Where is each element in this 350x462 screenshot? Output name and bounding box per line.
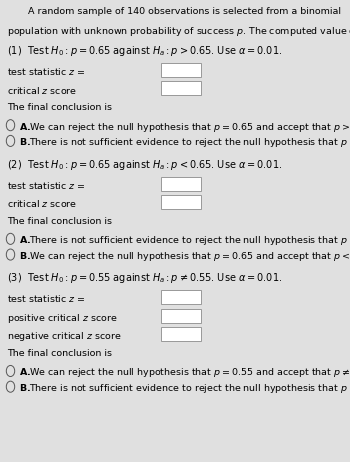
Text: We can reject the null hypothesis that $p = 0.65$ and accept that $p > 0.65$.: We can reject the null hypothesis that $… [29, 121, 350, 134]
Text: (1)  Test $H_0 : p = 0.65$ against $H_a : p > 0.65$. Use $\alpha = 0.01$.: (1) Test $H_0 : p = 0.65$ against $H_a :… [7, 44, 282, 58]
Text: $\mathbf{A.}$: $\mathbf{A.}$ [19, 234, 32, 245]
Text: The final conclusion is: The final conclusion is [7, 349, 112, 358]
Text: We can reject the null hypothesis that $p = 0.55$ and accept that $p \neq 0.55$.: We can reject the null hypothesis that $… [29, 366, 350, 379]
Circle shape [6, 365, 15, 377]
Text: test statistic $z$ =: test statistic $z$ = [7, 293, 86, 304]
FancyBboxPatch shape [161, 63, 201, 77]
Text: population with unknown probability of success $p$. The computed value of $\hat{: population with unknown probability of s… [7, 24, 350, 39]
Text: A random sample of 140 observations is selected from a binomial: A random sample of 140 observations is s… [28, 7, 341, 16]
Text: $\mathbf{B.}$: $\mathbf{B.}$ [19, 136, 31, 147]
Text: (3)  Test $H_0 : p = 0.55$ against $H_a : p \neq 0.55$. Use $\alpha = 0.01$.: (3) Test $H_0 : p = 0.55$ against $H_a :… [7, 271, 282, 285]
Text: $\mathbf{B.}$: $\mathbf{B.}$ [19, 382, 31, 393]
Text: The final conclusion is: The final conclusion is [7, 103, 112, 112]
Circle shape [6, 120, 15, 131]
Text: There is not sufficient evidence to reject the null hypothesis that $p = 0.65$.: There is not sufficient evidence to reje… [29, 136, 350, 149]
Circle shape [6, 135, 15, 146]
Text: positive critical $z$ score: positive critical $z$ score [7, 312, 117, 325]
FancyBboxPatch shape [161, 327, 201, 341]
FancyBboxPatch shape [161, 309, 201, 322]
Circle shape [6, 233, 15, 244]
Text: The final conclusion is: The final conclusion is [7, 217, 112, 225]
FancyBboxPatch shape [161, 290, 201, 304]
Text: negative critical $z$ score: negative critical $z$ score [7, 330, 122, 343]
Text: $\mathbf{A.}$: $\mathbf{A.}$ [19, 366, 32, 377]
Text: $\mathbf{B.}$: $\mathbf{B.}$ [19, 250, 31, 261]
Text: We can reject the null hypothesis that $p = 0.65$ and accept that $p < 0.65$.: We can reject the null hypothesis that $… [29, 250, 350, 263]
FancyBboxPatch shape [161, 81, 201, 95]
Text: test statistic $z$ =: test statistic $z$ = [7, 66, 86, 77]
Text: $\mathbf{A.}$: $\mathbf{A.}$ [19, 121, 32, 132]
Text: There is not sufficient evidence to reject the null hypothesis that $p = 0.55$.: There is not sufficient evidence to reje… [29, 382, 350, 395]
Circle shape [6, 249, 15, 260]
Circle shape [6, 381, 15, 392]
FancyBboxPatch shape [161, 176, 201, 190]
Text: (2)  Test $H_0 : p = 0.65$ against $H_a : p < 0.65$. Use $\alpha = 0.01$.: (2) Test $H_0 : p = 0.65$ against $H_a :… [7, 158, 282, 171]
Text: critical $z$ score: critical $z$ score [7, 85, 77, 96]
Text: critical $z$ score: critical $z$ score [7, 198, 77, 209]
Text: There is not sufficient evidence to reject the null hypothesis that $p = 0.65$.: There is not sufficient evidence to reje… [29, 234, 350, 247]
Text: test statistic $z$ =: test statistic $z$ = [7, 180, 86, 191]
FancyBboxPatch shape [161, 195, 201, 209]
